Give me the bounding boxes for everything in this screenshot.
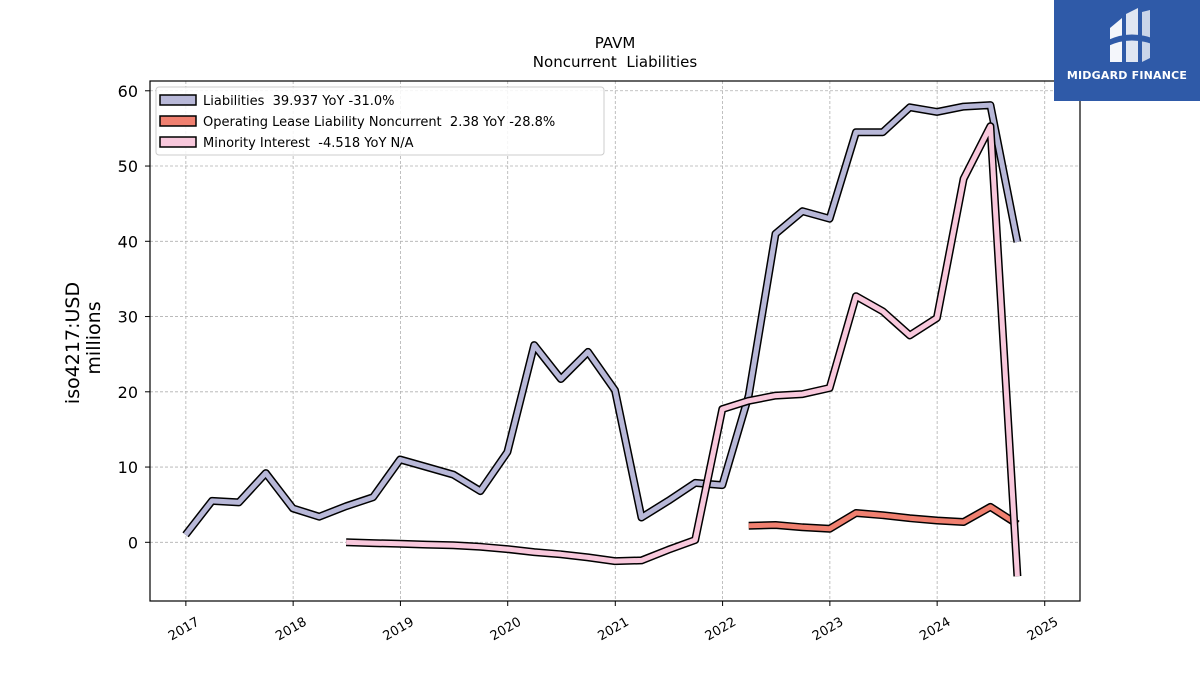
y-tick-label: 20	[118, 383, 138, 402]
y-tick-label: 40	[118, 232, 138, 251]
legend-label: Liabilities 39.937 YoY -31.0%	[203, 94, 395, 109]
y-tick-label: 0	[128, 533, 138, 552]
series-lines	[182, 101, 1022, 577]
legend: Liabilities 39.937 YoY -31.0% Operating L…	[155, 86, 605, 156]
grid-lines	[150, 81, 1080, 601]
legend-label: Minority Interest -4.518 YoY N/A	[203, 136, 414, 151]
x-tick-label: 2025	[1025, 615, 1061, 645]
brand-name: MIDGARD FINANCE	[1066, 69, 1188, 82]
series-line	[748, 504, 1019, 532]
series-line	[346, 123, 1020, 577]
x-tick-label: 2020	[488, 615, 524, 645]
legend-swatch	[159, 94, 197, 106]
legend-box	[155, 86, 605, 156]
x-tick-label: 2024	[917, 615, 953, 645]
series-outline	[345, 122, 1022, 577]
y-tick-label: 30	[118, 308, 138, 327]
chart-subtitle: Noncurrent Liabilities	[533, 53, 698, 71]
x-tick-label: 2017	[166, 615, 202, 645]
y-axis-label-units: millions	[83, 301, 105, 374]
plot-frame	[149, 80, 1081, 602]
legend-label: Operating Lease Liability Noncurrent 2.3…	[203, 115, 555, 130]
x-tick-label: 2019	[381, 615, 417, 645]
y-tick-label: 60	[118, 82, 138, 101]
chart-title: PAVM	[595, 34, 636, 52]
x-tick-label: 2022	[703, 615, 739, 645]
x-tick-label: 2023	[810, 615, 846, 645]
legend-swatch	[159, 136, 197, 148]
y-axis-label: iso4217:USD	[62, 282, 84, 404]
y-tick-label: 50	[118, 157, 138, 176]
series-line	[183, 102, 1020, 537]
brand-logo: MIDGARD FINANCE	[1054, 0, 1200, 101]
x-tick-label: 2018	[273, 615, 309, 645]
legend-swatch	[159, 115, 197, 127]
x-tick-label: 2021	[595, 615, 631, 645]
y-tick-label: 10	[118, 458, 138, 477]
midgard-logo-icon	[1108, 8, 1152, 62]
